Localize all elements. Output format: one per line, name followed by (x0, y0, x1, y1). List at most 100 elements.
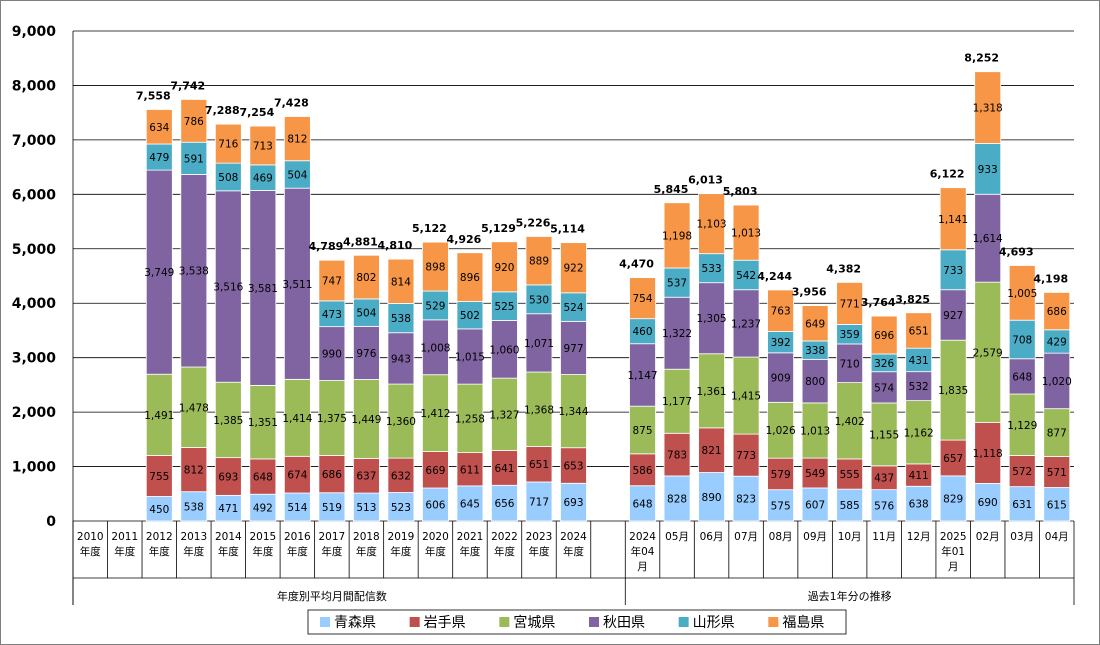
data-label: 1,008 (420, 342, 450, 354)
bar-segment (767, 289, 795, 332)
bar-segment (939, 339, 967, 441)
bar-segment (629, 405, 656, 455)
data-label: 1,344 (558, 406, 588, 418)
data-label: 657 (943, 453, 963, 465)
x-tick-label: 2014 (215, 531, 242, 543)
bar-segment (801, 487, 829, 522)
data-label: 513 (356, 502, 376, 514)
bar-segment (180, 491, 208, 522)
bar-segment (663, 368, 691, 434)
x-tick-label: 年度 (528, 545, 549, 558)
data-label: 943 (391, 353, 411, 365)
bar-segment (560, 320, 587, 375)
bar-segment (352, 254, 380, 300)
data-label: 637 (356, 471, 376, 483)
bar-segment (145, 143, 173, 171)
bar-segment (422, 290, 449, 321)
data-label: 1,258 (455, 413, 485, 425)
data-label: 431 (909, 355, 929, 367)
data-label: 524 (563, 302, 583, 314)
bar-segment (974, 483, 1002, 522)
data-label: 889 (529, 256, 549, 268)
bar-segment (905, 312, 933, 349)
legend-box (307, 609, 847, 635)
data-label: 469 (253, 173, 273, 185)
data-label: 1,162 (904, 427, 934, 439)
data-label: 530 (529, 294, 549, 306)
data-label: 717 (529, 496, 549, 508)
bar-segment (974, 193, 1002, 283)
x-tick-label: 月 (948, 561, 959, 573)
total-label: 5,845 (654, 183, 689, 196)
bar-segment (767, 401, 795, 459)
y-tick-label: 1,000 (12, 460, 57, 476)
data-label: 1,071 (524, 338, 554, 350)
bar-segment (1043, 487, 1071, 522)
bar-segment (318, 259, 346, 302)
total-label: 7,428 (274, 97, 309, 110)
data-label: 3,749 (144, 267, 174, 279)
data-label: 763 (771, 306, 791, 318)
x-tick-label: 年度 (390, 545, 411, 558)
total-label: 8,252 (964, 52, 999, 65)
bar-segment (629, 485, 656, 522)
data-label: 460 (633, 326, 653, 338)
bar-segment (491, 320, 518, 379)
bar-segment (491, 449, 518, 486)
total-label: 5,114 (550, 223, 585, 236)
data-label: 829 (943, 493, 963, 505)
data-label: 606 (425, 500, 445, 512)
data-label: 3,581 (248, 283, 278, 295)
x-tick-label: 年度 (459, 545, 480, 558)
bar-segment (629, 318, 656, 345)
bar-segment (525, 236, 553, 286)
data-label: 977 (563, 343, 583, 355)
legend-swatch (768, 617, 779, 627)
data-label: 411 (909, 470, 929, 482)
data-label: 710 (840, 358, 860, 370)
bar-segment (525, 313, 553, 373)
data-label: 326 (874, 358, 894, 370)
x-tick-label: 2021 (457, 531, 484, 543)
total-label: 4,382 (826, 262, 861, 275)
data-label: 771 (840, 298, 860, 310)
legend-label: 岩手県 (424, 615, 466, 631)
x-tick-label: 2017 (319, 531, 346, 543)
total-label: 4,810 (378, 239, 413, 252)
bar-segment (180, 174, 208, 368)
data-label: 708 (1012, 334, 1032, 346)
data-label: 579 (771, 469, 791, 481)
data-label: 786 (184, 116, 204, 128)
bar-segment (456, 452, 484, 487)
total-label: 5,122 (412, 222, 447, 235)
data-label: 1,305 (697, 313, 727, 325)
bar-segment (145, 109, 173, 145)
data-label: 1,318 (973, 103, 1003, 115)
bar-segment (283, 378, 311, 457)
bar-segment (974, 143, 1002, 195)
bar-segment (145, 169, 173, 375)
data-label: 814 (391, 276, 411, 288)
data-label: 686 (322, 469, 342, 481)
total-label: 4,926 (447, 233, 482, 246)
bar-segment (801, 457, 829, 489)
data-label: 754 (633, 293, 653, 305)
bar-segment (801, 305, 829, 342)
data-label: 591 (184, 153, 204, 165)
data-label: 1,360 (386, 416, 416, 428)
data-label: 783 (667, 450, 687, 462)
x-tick-label: 2024 (629, 531, 656, 543)
bar-segment (767, 489, 795, 522)
x-tick-label: 年度 (356, 545, 377, 558)
bar-segment (1008, 319, 1036, 360)
data-label: 1,614 (973, 233, 1003, 245)
data-label: 576 (874, 500, 894, 512)
bar-segment (352, 492, 380, 522)
legend-swatch (499, 617, 510, 627)
x-tick-label: 2015 (249, 531, 276, 543)
data-label: 1,402 (835, 416, 865, 428)
bar-segment (422, 319, 449, 376)
legend-swatch (678, 617, 689, 627)
legend-label: 秋田県 (603, 615, 645, 631)
